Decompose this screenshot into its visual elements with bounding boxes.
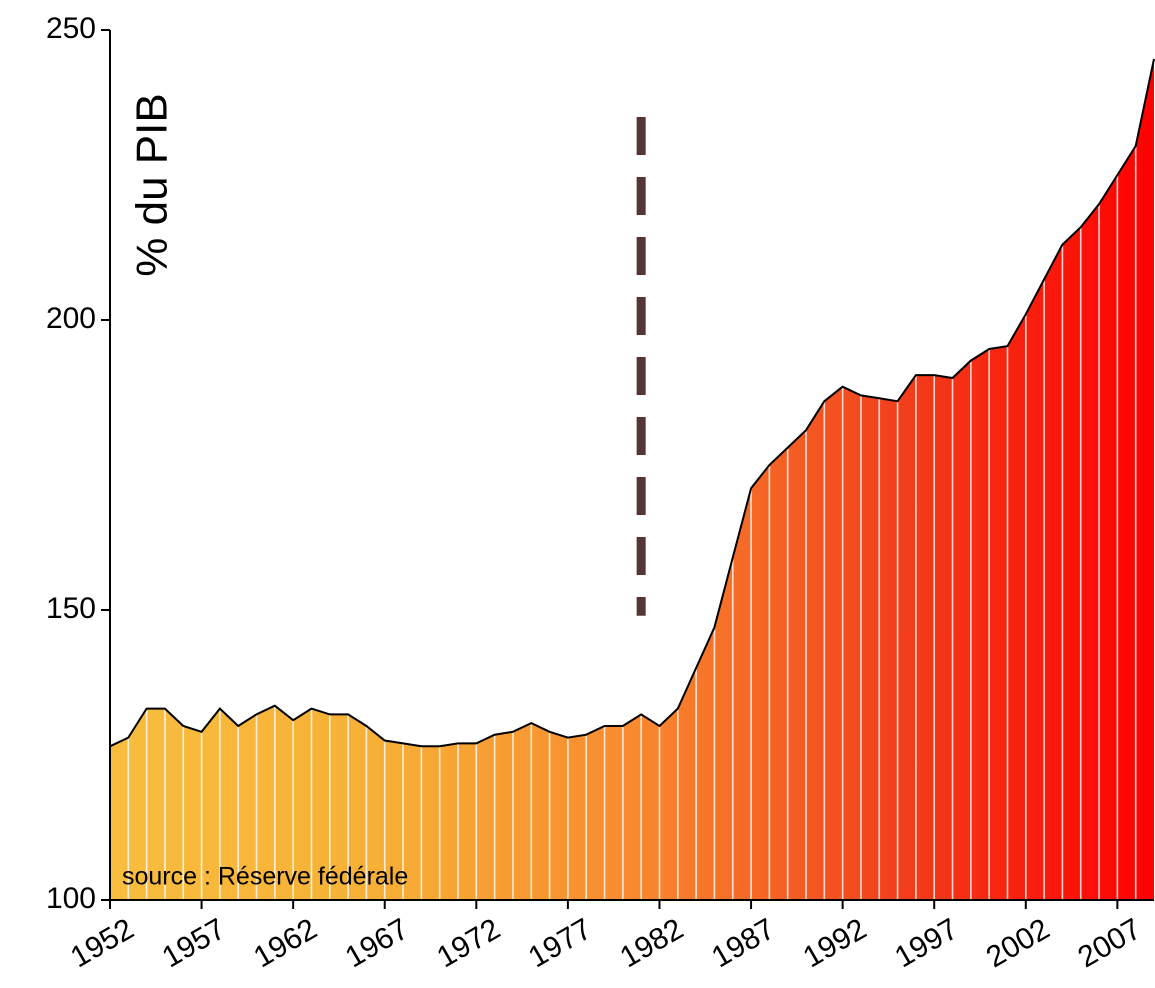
x-tick-label: 1987 <box>706 912 780 974</box>
plot-area: 100 150 200 250 1952 1957 1962 1967 1972 1977 1982… <box>46 12 1155 974</box>
x-tick-label: 1992 <box>798 912 872 974</box>
x-tick-label: 2007 <box>1073 912 1147 974</box>
area <box>110 59 1154 900</box>
x-tick-label: 1962 <box>248 912 322 974</box>
y-tick-label: 200 <box>46 302 96 335</box>
x-tick-label: 1972 <box>431 912 505 974</box>
y-tick-label: 250 <box>46 12 96 45</box>
x-tick-label: 1977 <box>523 912 597 974</box>
x-tick-label: 1982 <box>615 912 689 974</box>
y-tick-label: 150 <box>46 592 96 625</box>
source-note: source : Réserve fédérale <box>122 863 408 891</box>
x-tick-label: 2002 <box>981 912 1055 974</box>
x-tick-label: 1967 <box>340 912 414 974</box>
y-axis-label: % du PIB <box>128 93 177 276</box>
x-tick-label: 1997 <box>889 912 963 974</box>
x-tick-label: 1957 <box>157 912 231 974</box>
area-outline <box>109 58 1155 748</box>
y-tick-label: 100 <box>46 882 96 915</box>
x-tick-label: 1952 <box>65 912 139 974</box>
